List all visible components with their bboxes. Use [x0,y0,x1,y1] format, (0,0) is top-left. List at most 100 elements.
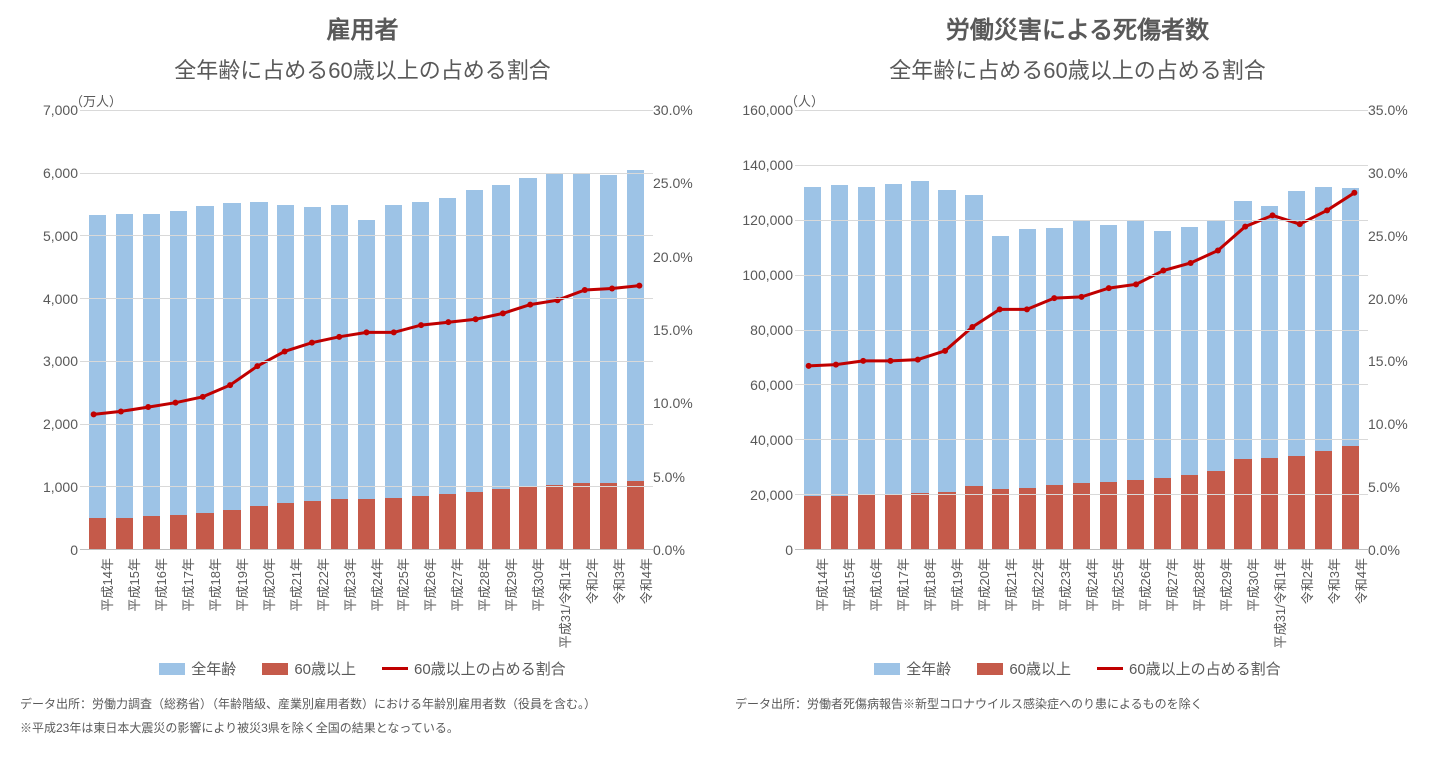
bar-segment-all [938,190,955,492]
y-left-tick: 2,000 [20,417,78,431]
x-label: 平成29年 [488,554,515,654]
bar-segment-all [1127,221,1144,480]
bar-segment-all [223,203,240,510]
x-label: 平成30年 [515,554,542,654]
bar-segment-all [116,214,133,517]
y-left-tick: 100,000 [735,268,793,282]
x-label: 平成23年 [1041,554,1068,654]
y-left-tick: 160,000 [735,103,793,117]
left-unit-row: （万人） [20,91,705,110]
x-label: 平成22年 [1014,554,1041,654]
bar-segment-all [412,202,429,496]
legend-label-ratio-r: 60歳以上の占める割合 [1129,658,1281,679]
panels-row: 雇用者 全年齢に占める60歳以上の占める割合 （万人） 01,0002,0003… [20,10,1420,737]
stacked-bar [358,220,375,549]
bar-segment-over60 [492,489,509,549]
legend-item-over60-r: 60歳以上 [977,658,1071,679]
x-label: 平成19年 [219,554,246,654]
y-right-tick: 35.0% [1368,103,1426,117]
bar-segment-over60 [804,496,821,549]
bar-segment-over60 [170,515,187,549]
stacked-bar [1288,191,1305,549]
bar-segment-over60 [1342,446,1359,549]
grid-line [80,110,653,111]
bar-slot [111,110,138,549]
y-right-tick: 0.0% [653,543,711,557]
x-label: 平成16年 [138,554,165,654]
bar-slot [299,110,326,549]
bar-segment-all [1154,231,1171,478]
x-label: 令和3年 [595,554,622,654]
bar-segment-all [196,206,213,513]
y-right-tick: 0.0% [1368,543,1426,557]
legend-label-over60: 60歳以上 [294,658,356,679]
bar-segment-all [1073,221,1090,483]
bar-slot [219,110,246,549]
bar-segment-over60 [573,483,590,549]
stacked-bar [143,213,160,549]
x-label: 平成21年 [272,554,299,654]
y-right-tick: 5.0% [653,470,711,484]
bar-segment-over60 [1234,459,1251,549]
y-left-tick: 120,000 [735,213,793,227]
left-plot-area [80,110,653,550]
left-y-right-axis: 0.0%5.0%10.0%15.0%20.0%25.0%30.0% [653,110,711,550]
stacked-bar [1046,228,1063,549]
left-footnote-2: ※平成23年は東日本大震災の影響により被災3県を除く全国の結果となっている。 [20,719,705,737]
stacked-bar [439,198,456,549]
x-label: 平成20年 [245,554,272,654]
stacked-bar [196,206,213,549]
bar-slot [541,110,568,549]
stacked-bar [223,203,240,549]
stacked-bar [466,190,483,549]
bar-segment-over60 [831,496,848,550]
left-y-left-axis: 01,0002,0003,0004,0005,0006,0007,000 [20,110,78,550]
bar-slot [407,110,434,549]
bar-segment-all [1100,225,1117,481]
legend-swatch-over60-r [977,663,1003,675]
bar-segment-over60 [546,485,563,549]
bar-segment-all [439,198,456,494]
bar-segment-all [358,220,375,500]
x-label: 平成14年 [84,554,111,654]
grid-line [80,173,653,174]
bar-segment-all [1261,206,1278,458]
y-left-tick: 40,000 [735,433,793,447]
y-left-tick: 3,000 [20,354,78,368]
bar-slot [165,110,192,549]
bar-segment-over60 [466,492,483,549]
bar-segment-over60 [858,495,875,549]
y-left-tick: 80,000 [735,323,793,337]
legend-swatch-ratio-r [1097,667,1123,670]
stacked-bar [1261,206,1278,549]
legend-swatch-over60 [262,663,288,675]
y-left-tick: 1,000 [20,480,78,494]
x-label: 平成27年 [434,554,461,654]
bar-segment-over60 [1315,451,1332,549]
bar-segment-all [89,215,106,519]
x-label: 令和2年 [568,554,595,654]
bar-segment-all [885,184,902,494]
x-label: 平成30年 [1230,554,1257,654]
stacked-bar [519,178,536,549]
bar-segment-all [170,211,187,515]
y-left-tick: 0 [20,543,78,557]
stacked-bar [412,202,429,549]
bar-segment-all [965,195,982,486]
bar-slot [461,110,488,549]
left-chart-title: 雇用者 [20,10,705,45]
y-right-tick: 10.0% [1368,417,1426,431]
y-left-tick: 5,000 [20,229,78,243]
x-label: 平成18年 [907,554,934,654]
x-label: 令和3年 [1310,554,1337,654]
y-left-tick: 20,000 [735,488,793,502]
bar-slot [138,110,165,549]
x-label: 平成26年 [1122,554,1149,654]
y-right-tick: 5.0% [1368,480,1426,494]
stacked-bar [250,202,267,549]
bar-segment-over60 [223,510,240,549]
bar-segment-over60 [277,503,294,549]
x-label: 平成14年 [799,554,826,654]
legend-label-over60-r: 60歳以上 [1009,658,1071,679]
left-bars [80,110,653,549]
